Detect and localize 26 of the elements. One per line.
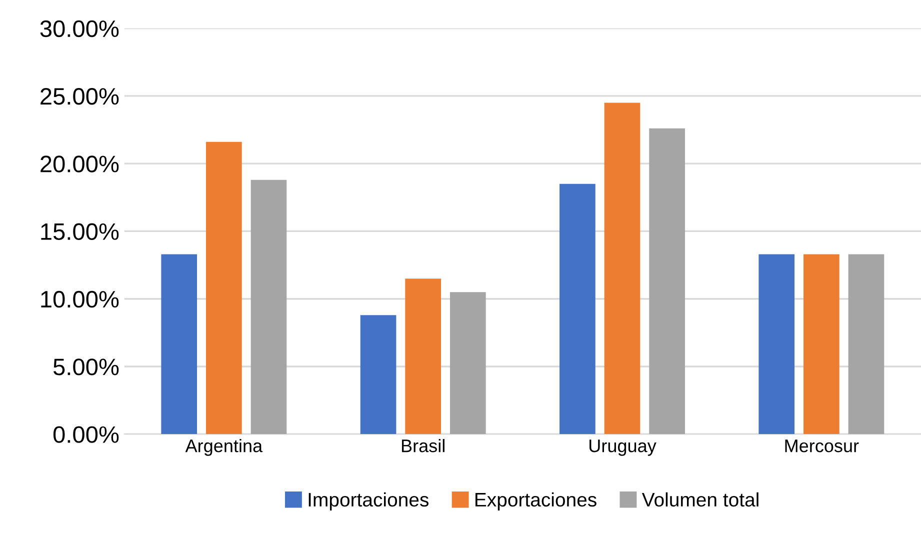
y-tick-label: 25.00% (40, 88, 119, 105)
y-tick-label: 10.00% (41, 290, 119, 308)
bar (360, 315, 396, 434)
bar (206, 142, 242, 434)
x-tick-label: Mercosur (785, 440, 859, 452)
bar (250, 180, 287, 434)
y-tick-label: 15.00% (41, 223, 119, 240)
y-tick-label: 5.00% (53, 358, 119, 376)
bar (848, 254, 884, 434)
y-tick-label: 20.00% (40, 156, 119, 172)
legend-label: Exportaciones (476, 492, 596, 510)
x-tick-label: Argentina (185, 439, 263, 456)
legend-label: Importaciones (308, 492, 428, 510)
bar (649, 128, 685, 434)
bar (803, 254, 840, 434)
bar (758, 254, 795, 434)
bar (405, 278, 442, 434)
bar (450, 292, 486, 434)
y-tick-label: 30.00% (40, 20, 119, 38)
x-tick-label: Uruguay (590, 440, 656, 456)
bar (604, 102, 640, 434)
legend-label: Volumen total (642, 492, 758, 507)
bar (560, 184, 596, 434)
y-tick-label: 0.00% (53, 426, 119, 443)
bar (161, 254, 198, 434)
x-tick-label: Brasil (402, 439, 444, 452)
